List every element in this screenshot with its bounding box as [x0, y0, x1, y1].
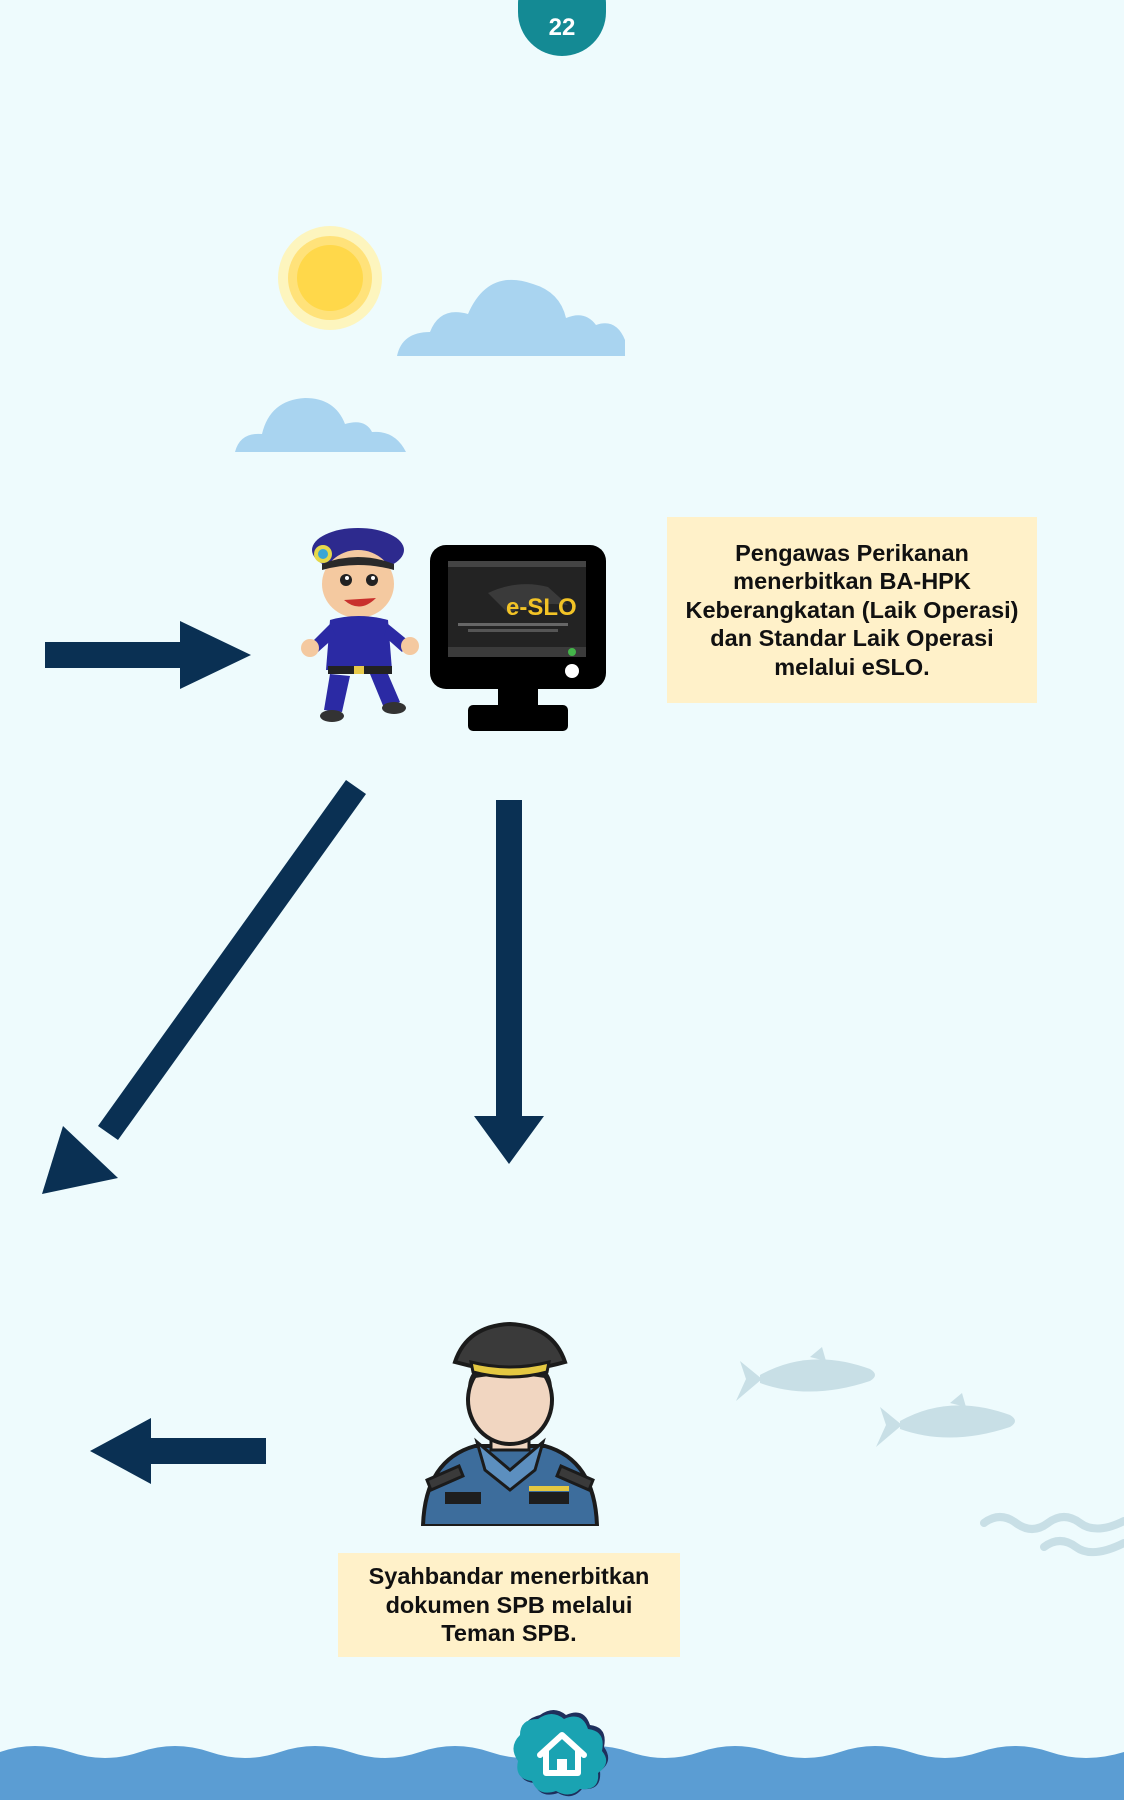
cloud-icon: [235, 398, 406, 452]
fish-icon: [736, 1347, 875, 1401]
fish-decoration: [736, 1347, 1015, 1447]
sun-icon: [278, 226, 382, 330]
page-number: 22: [548, 14, 576, 41]
flow-arrows: [42, 621, 544, 1484]
fish-icon: [876, 1393, 1015, 1447]
harbor-master-illustration: [420, 1321, 600, 1526]
fisheries-officer-illustration: [301, 528, 419, 722]
eslo-logo: e-SLO: [506, 594, 577, 621]
harbor-master-note-text: Syahbandar menerbitkan dokumen SPB melal…: [368, 1563, 650, 1647]
sky-illustration: [235, 226, 625, 452]
wave-lines-decoration: [980, 1513, 1124, 1557]
arrow-down-left-icon: [42, 780, 366, 1194]
monitor-icon: e-SLO: [430, 545, 606, 731]
home-button[interactable]: [510, 1705, 614, 1800]
arrow-down-icon: [474, 800, 544, 1164]
officer-note: Pengawas Perikanan menerbitkan BA-HPK Ke…: [667, 517, 1037, 703]
arrow-right-icon: [45, 621, 251, 689]
cloud-icon: [397, 279, 625, 356]
arrow-left-icon: [90, 1418, 266, 1484]
officer-note-text: Pengawas Perikanan menerbitkan BA-HPK Ke…: [685, 539, 1019, 680]
harbor-master-note: Syahbandar menerbitkan dokumen SPB melal…: [338, 1553, 680, 1657]
